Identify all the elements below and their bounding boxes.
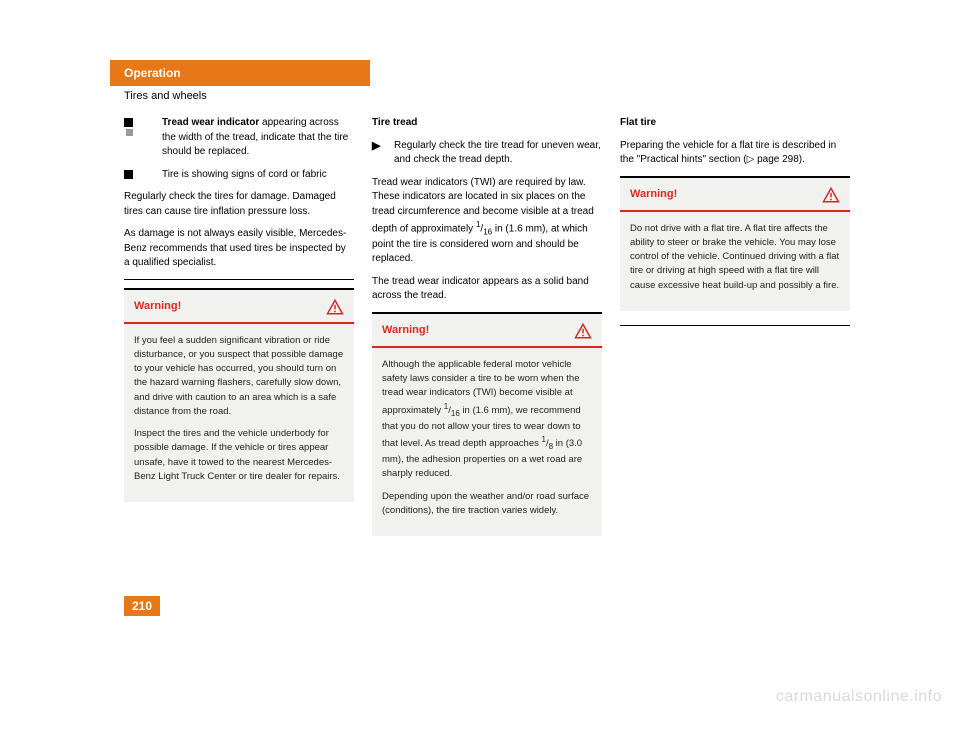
bullet-marker <box>124 116 154 160</box>
bullet-marker <box>124 168 154 183</box>
warning-header: Warning! <box>620 178 850 212</box>
bullet-item: Tread wear indicator appearing across th… <box>124 116 354 160</box>
square-icon <box>124 118 133 127</box>
paragraph: Preparing the vehicle for a flat tire is… <box>620 139 850 168</box>
arrow-text: Regularly check the tire tread for uneve… <box>394 139 602 168</box>
warning-body: If you feel a sudden significant vibrati… <box>124 324 354 503</box>
watermark: carmanualsonline.info <box>776 688 942 706</box>
warning-box: Warning! Although the applicable federal… <box>372 312 602 536</box>
paragraph: Although the applicable federal motor ve… <box>382 358 592 482</box>
paragraph: As damage is not always easily visible, … <box>124 227 354 271</box>
warning-box: Warning! Do not drive with a flat tire. … <box>620 176 850 311</box>
warning-body: Do not drive with a flat tire. A flat ti… <box>620 212 850 311</box>
page-number: 210 <box>124 596 160 616</box>
section-tab: Operation <box>110 60 370 86</box>
warning-triangle-icon <box>822 186 840 204</box>
arrow-icon: ▶ <box>372 139 386 168</box>
bullet-text: Tire is showing signs of cord or fabric <box>162 168 354 183</box>
column-heading: Tire tread <box>372 116 602 131</box>
warning-title: Warning! <box>630 187 677 203</box>
square-icon <box>124 170 133 179</box>
column-heading: Flat tire <box>620 116 850 131</box>
warning-header: Warning! <box>124 290 354 324</box>
divider <box>620 325 850 326</box>
paragraph: Do not drive with a flat tire. A flat ti… <box>630 222 840 293</box>
column-1: Tread wear indicator appearing across th… <box>124 116 354 536</box>
arrow-item: ▶ Regularly check the tire tread for une… <box>372 139 602 168</box>
warning-title: Warning! <box>382 323 429 339</box>
warning-body: Although the applicable federal motor ve… <box>372 348 602 536</box>
column-2: Tire tread ▶ Regularly check the tire tr… <box>372 116 602 536</box>
paragraph: Tread wear indicators (TWI) are required… <box>372 176 602 267</box>
paragraph: Inspect the tires and the vehicle underb… <box>134 427 344 484</box>
paragraph: Depending upon the weather and/or road s… <box>382 490 592 519</box>
section-subhead: Tires and wheels <box>110 86 850 112</box>
divider <box>124 279 354 280</box>
warning-box: Warning! If you feel a sudden significan… <box>124 288 354 503</box>
square-icon <box>126 129 133 136</box>
warning-triangle-icon <box>326 298 344 316</box>
warning-header: Warning! <box>372 314 602 348</box>
warning-triangle-icon <box>574 322 592 340</box>
column-3: Flat tire Preparing the vehicle for a fl… <box>620 116 850 536</box>
paragraph: Regularly check the tires for damage. Da… <box>124 190 354 219</box>
column-layout: Tread wear indicator appearing across th… <box>110 112 850 536</box>
paragraph: The tread wear indicator appears as a so… <box>372 275 602 304</box>
warning-title: Warning! <box>134 299 181 315</box>
page-content: Operation Tires and wheels Tread wear in… <box>110 60 850 536</box>
bullet-item: Tire is showing signs of cord or fabric <box>124 168 354 183</box>
paragraph: If you feel a sudden significant vibrati… <box>134 334 344 420</box>
bullet-text: Tread wear indicator appearing across th… <box>162 116 354 160</box>
